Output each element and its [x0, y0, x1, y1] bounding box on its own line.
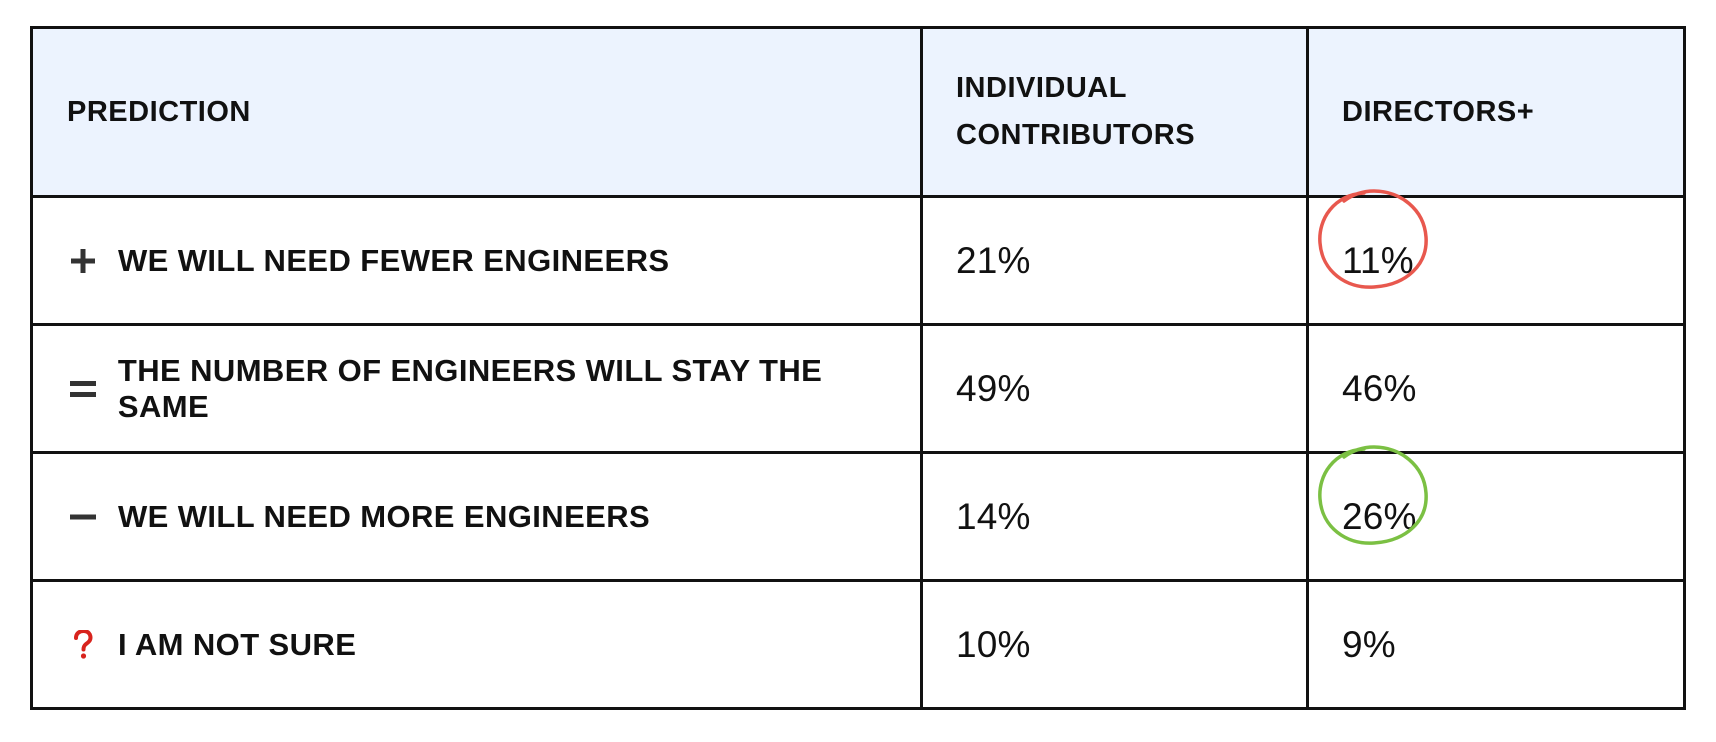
- header-directors: DIRECTORS+: [1309, 29, 1683, 198]
- ic-value: 21%: [956, 239, 1031, 281]
- question-icon: [67, 629, 99, 661]
- ic-value: 10%: [956, 623, 1031, 665]
- ic-value: 49%: [956, 367, 1031, 409]
- table-row-fewer-prediction: WE WILL NEED FEWER ENGINEERS: [33, 198, 923, 326]
- table-row-unsure-prediction: I AM NOT SURE: [33, 582, 923, 707]
- prediction-label: THE NUMBER OF ENGINEERS WILL STAY THE SA…: [117, 352, 823, 424]
- prediction-table: PREDICTION INDIVIDUAL CONTRIBUTORS DIREC…: [30, 26, 1686, 710]
- table-row-more-ic-value: 14%: [923, 454, 1309, 582]
- header-prediction-label: PREDICTION: [67, 95, 251, 128]
- header-directors-label: DIRECTORS+: [1342, 95, 1535, 128]
- prediction-label: I AM NOT SURE: [118, 626, 357, 662]
- directors-value: 11%: [1342, 239, 1414, 281]
- table-row-unsure-ic-value: 10%: [923, 582, 1309, 707]
- table-row-more-directors-value: 26%: [1309, 444, 1683, 582]
- directors-value: 26%: [1342, 495, 1417, 537]
- prediction-label: WE WILL NEED FEWER ENGINEERS: [118, 242, 670, 278]
- directors-value: 9%: [1342, 623, 1396, 665]
- equals-icon: [67, 373, 99, 405]
- table-row-same-prediction: THE NUMBER OF ENGINEERS WILL STAY THE SA…: [33, 326, 923, 454]
- ic-value: 14%: [956, 495, 1031, 537]
- table-row-fewer-directors-value: 11%: [1309, 188, 1683, 326]
- table-row-more-prediction: WE WILL NEED MORE ENGINEERS: [33, 454, 923, 582]
- plus-icon: [67, 245, 99, 277]
- table-row-fewer-ic-value: 21%: [923, 198, 1309, 326]
- table-row-same-directors-value: 46%: [1309, 326, 1683, 454]
- minus-icon: [67, 501, 99, 533]
- prediction-label: WE WILL NEED MORE ENGINEERS: [118, 498, 651, 534]
- table-row-same-ic-value: 49%: [923, 326, 1309, 454]
- header-individual-contributors: INDIVIDUAL CONTRIBUTORS: [923, 29, 1309, 198]
- table-row-unsure-directors-value: 9%: [1309, 582, 1683, 707]
- directors-value: 46%: [1342, 367, 1417, 409]
- header-prediction: PREDICTION: [33, 29, 923, 198]
- header-individual-contributors-label: INDIVIDUAL CONTRIBUTORS: [956, 72, 1196, 151]
